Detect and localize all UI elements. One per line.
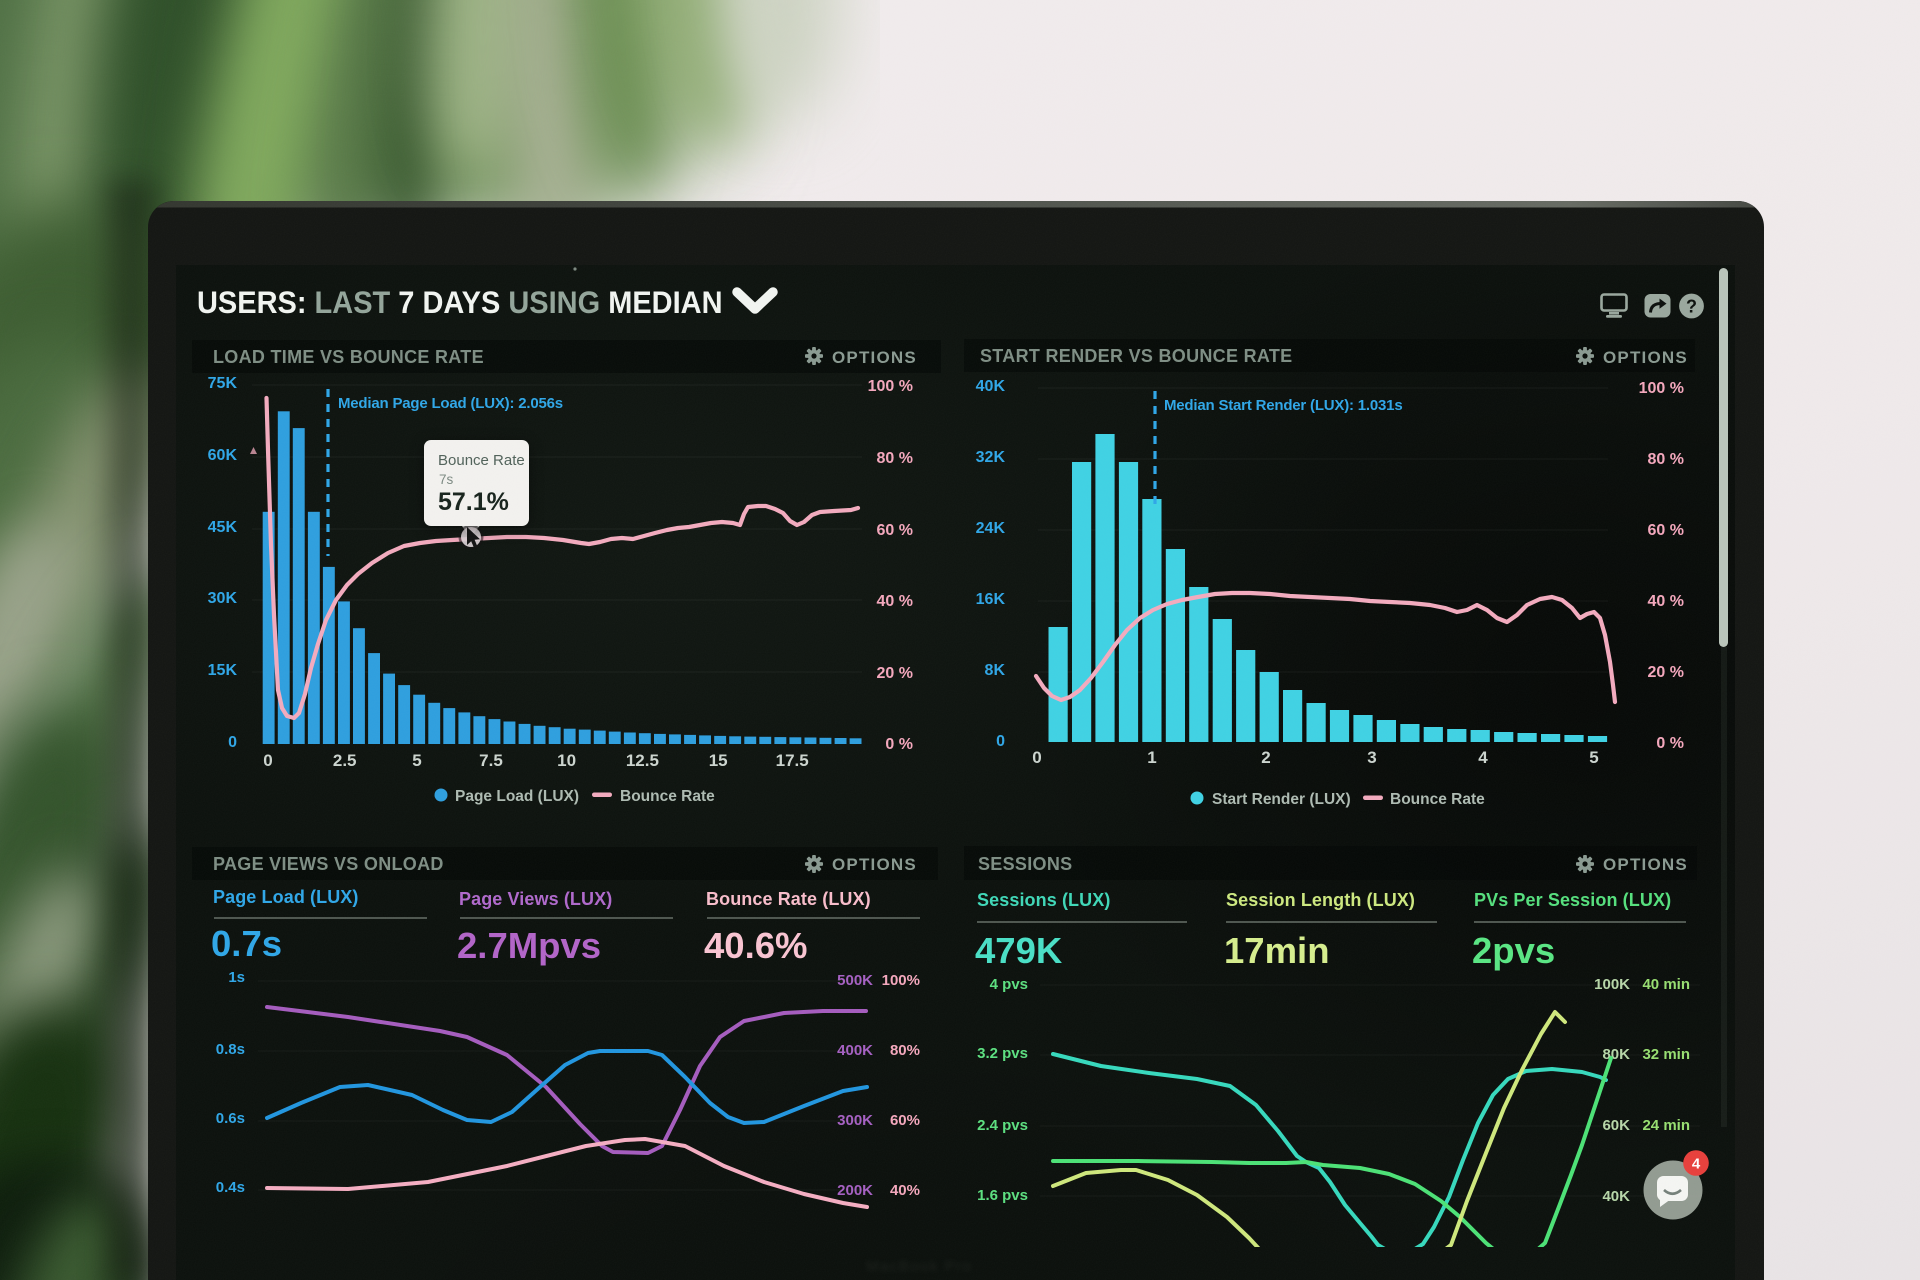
svg-text:4: 4 bbox=[1692, 1156, 1701, 1173]
svg-text:?: ? bbox=[1686, 297, 1697, 317]
